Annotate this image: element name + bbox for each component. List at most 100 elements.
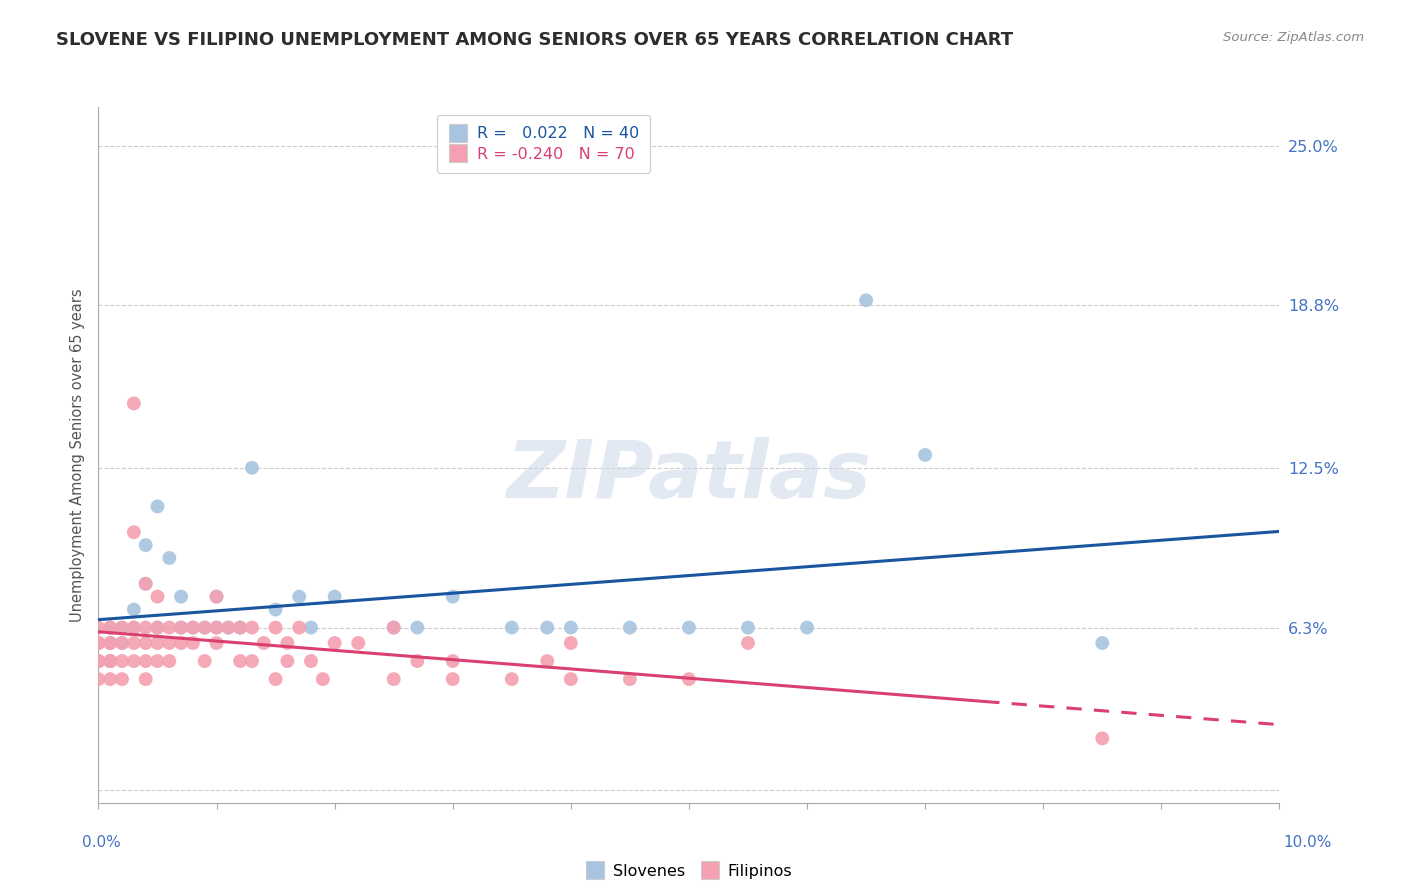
Point xyxy=(323,590,346,604)
Point xyxy=(181,636,204,650)
Point xyxy=(122,602,145,616)
Point xyxy=(323,636,346,650)
Point xyxy=(678,672,700,686)
Point xyxy=(347,636,370,650)
Point xyxy=(205,621,228,635)
Point xyxy=(87,654,110,668)
Point xyxy=(406,654,429,668)
Point xyxy=(501,621,523,635)
Point xyxy=(406,621,429,635)
Point xyxy=(536,621,558,635)
Point xyxy=(170,621,193,635)
Point xyxy=(122,525,145,540)
Point xyxy=(240,621,263,635)
Point xyxy=(276,654,298,668)
Point xyxy=(98,654,121,668)
Point xyxy=(619,621,641,635)
Point xyxy=(264,602,287,616)
Text: SLOVENE VS FILIPINO UNEMPLOYMENT AMONG SENIORS OVER 65 YEARS CORRELATION CHART: SLOVENE VS FILIPINO UNEMPLOYMENT AMONG S… xyxy=(56,31,1014,49)
Point xyxy=(382,621,405,635)
Point xyxy=(288,621,311,635)
Point xyxy=(135,576,157,591)
Point xyxy=(135,636,157,650)
Text: 10.0%: 10.0% xyxy=(1284,836,1331,850)
Point xyxy=(205,590,228,604)
Point xyxy=(146,500,169,514)
Point xyxy=(98,621,121,635)
Point xyxy=(98,654,121,668)
Point xyxy=(157,654,180,668)
Point xyxy=(135,672,157,686)
Point xyxy=(264,672,287,686)
Legend: Slovenes, Filipinos: Slovenes, Filipinos xyxy=(579,857,799,885)
Point xyxy=(111,636,134,650)
Point xyxy=(87,636,110,650)
Point xyxy=(122,636,145,650)
Point xyxy=(205,590,228,604)
Point xyxy=(240,460,263,475)
Point xyxy=(87,654,110,668)
Point xyxy=(157,621,180,635)
Point xyxy=(135,576,157,591)
Point xyxy=(229,621,252,635)
Point xyxy=(560,621,582,635)
Point xyxy=(560,672,582,686)
Point xyxy=(146,636,169,650)
Point xyxy=(122,621,145,635)
Point xyxy=(194,621,217,635)
Point xyxy=(122,621,145,635)
Point xyxy=(111,672,134,686)
Point xyxy=(441,672,464,686)
Point xyxy=(87,636,110,650)
Point xyxy=(157,636,180,650)
Point xyxy=(98,654,121,668)
Point xyxy=(205,636,228,650)
Point xyxy=(111,636,134,650)
Point xyxy=(98,672,121,686)
Point xyxy=(217,621,239,635)
Point xyxy=(194,654,217,668)
Point xyxy=(229,621,252,635)
Point xyxy=(157,551,180,566)
Point xyxy=(382,621,405,635)
Point xyxy=(312,672,335,686)
Point xyxy=(98,636,121,650)
Point xyxy=(146,621,169,635)
Point xyxy=(98,636,121,650)
Point xyxy=(737,636,759,650)
Point xyxy=(122,396,145,410)
Point xyxy=(276,636,298,650)
Point xyxy=(382,672,405,686)
Point xyxy=(146,590,169,604)
Point xyxy=(170,590,193,604)
Point xyxy=(170,636,193,650)
Text: 0.0%: 0.0% xyxy=(82,836,121,850)
Point xyxy=(1091,731,1114,746)
Point xyxy=(146,621,169,635)
Point xyxy=(288,590,311,604)
Point xyxy=(855,293,877,308)
Point xyxy=(441,590,464,604)
Point xyxy=(299,621,322,635)
Point xyxy=(135,621,157,635)
Text: ZIPatlas: ZIPatlas xyxy=(506,437,872,515)
Point xyxy=(98,621,121,635)
Point xyxy=(217,621,239,635)
Point xyxy=(441,654,464,668)
Y-axis label: Unemployment Among Seniors over 65 years: Unemployment Among Seniors over 65 years xyxy=(70,288,86,622)
Point xyxy=(170,621,193,635)
Point xyxy=(796,621,818,635)
Point xyxy=(240,654,263,668)
Point xyxy=(111,654,134,668)
Point xyxy=(560,636,582,650)
Point xyxy=(135,654,157,668)
Point xyxy=(619,672,641,686)
Point xyxy=(181,621,204,635)
Point xyxy=(737,621,759,635)
Point xyxy=(87,672,110,686)
Point xyxy=(1091,636,1114,650)
Point xyxy=(253,636,276,650)
Point xyxy=(87,636,110,650)
Point xyxy=(122,654,145,668)
Point xyxy=(146,654,169,668)
